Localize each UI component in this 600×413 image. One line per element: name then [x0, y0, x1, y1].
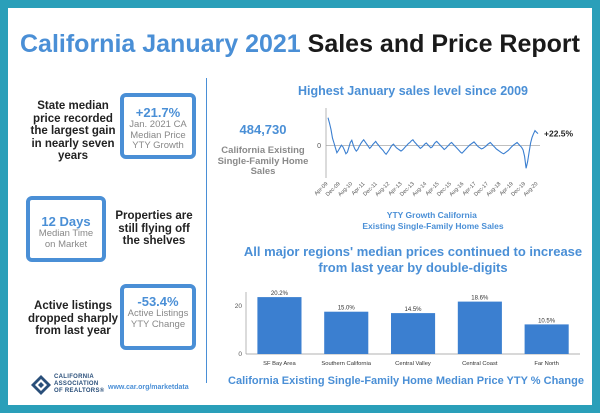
- bar-y-tick-0: 0: [238, 351, 242, 358]
- stat-median-caption: Jan. 2021 CA Median Price YTY Growth: [129, 119, 187, 151]
- bar-category-label: Central Coast: [462, 361, 498, 367]
- bar-sf-bay-area: [257, 297, 302, 354]
- line-series-sales-growth: [327, 117, 539, 169]
- headline-top: Highest January sales level since 2009: [298, 84, 528, 98]
- title-part-report: Sales and Price Report: [307, 30, 580, 58]
- car-logo-icon: [31, 375, 51, 395]
- bar-central-coast: [457, 301, 502, 354]
- org-name: CALIFORNIA ASSOCIATION OF REALTORS®: [54, 374, 105, 394]
- bar-data-label: 18.6%: [471, 296, 489, 302]
- bar-chart-title: California Existing Single-Family Home M…: [228, 375, 584, 387]
- title-part-california: California: [20, 30, 136, 58]
- report-card: California January 2021 Sales and Price …: [8, 8, 592, 405]
- stat-dom-box: 12 Days Median Time on Market: [26, 196, 106, 262]
- bar-category-label: Far North: [534, 361, 558, 367]
- stat-dom-caption: Median Time on Market: [38, 228, 94, 250]
- line-chart-title: YTY Growth California Existing Single-Fa…: [362, 210, 504, 231]
- bar-southern-california: [324, 311, 369, 354]
- stat-dom-value: 12 Days: [41, 214, 91, 229]
- bar-y-tick-20: 20: [235, 303, 243, 310]
- stat-median-value: +21.7%: [135, 105, 181, 120]
- sales-label: California Existing Single-Family Home S…: [217, 145, 309, 177]
- bar-data-label: 14.5%: [404, 307, 422, 313]
- sales-value: 484,730: [239, 122, 287, 137]
- footer-url[interactable]: www.car.org/marketdata: [108, 384, 189, 391]
- bar-far-north: [524, 324, 569, 354]
- line-y-tick-0: 0: [317, 143, 321, 150]
- stat-dom-text: Properties are still flying off the shel…: [115, 210, 193, 247]
- stat-listings-caption: Active Listings YTY Change: [127, 308, 189, 330]
- stat-listings-text: Active listings dropped sharply from las…: [27, 300, 119, 337]
- bar-data-label: 20.2%: [271, 291, 289, 297]
- column-divider: [206, 78, 207, 383]
- stat-median-text: State median price recorded the largest …: [30, 100, 116, 162]
- bar-central-valley: [391, 313, 436, 354]
- bar-category-label: Central Valley: [395, 361, 431, 367]
- bar-chart: 20 0 20.2% SF Bay Area 15.0% Southern Calif…: [235, 291, 580, 367]
- line-chart: 0 Apr-09Dec-09Aug-10Apr-11Dec-11Aug-12Ap…: [313, 108, 574, 231]
- line-chart-title-line2: Existing Single-Family Home Sales: [362, 221, 504, 231]
- stat-listings-box: -53.4% Active Listings YTY Change: [120, 284, 196, 350]
- bar-category-label: SF Bay Area: [263, 361, 296, 367]
- line-end-label: +22.5%: [544, 129, 574, 139]
- bar-category-label: Southern California: [321, 361, 371, 367]
- stat-median-box: +21.7% Jan. 2021 CA Median Price YTY Gro…: [120, 93, 196, 159]
- page-title: California January 2021 Sales and Price …: [8, 30, 592, 59]
- stat-listings-value: -53.4%: [137, 294, 179, 309]
- headline-bottom: All major regions' median prices continu…: [243, 244, 583, 275]
- bar-data-label: 10.5%: [538, 318, 556, 324]
- line-chart-title-line1: YTY Growth California: [387, 210, 477, 220]
- title-part-date: January 2021: [142, 30, 301, 58]
- bar-data-label: 15.0%: [338, 306, 356, 312]
